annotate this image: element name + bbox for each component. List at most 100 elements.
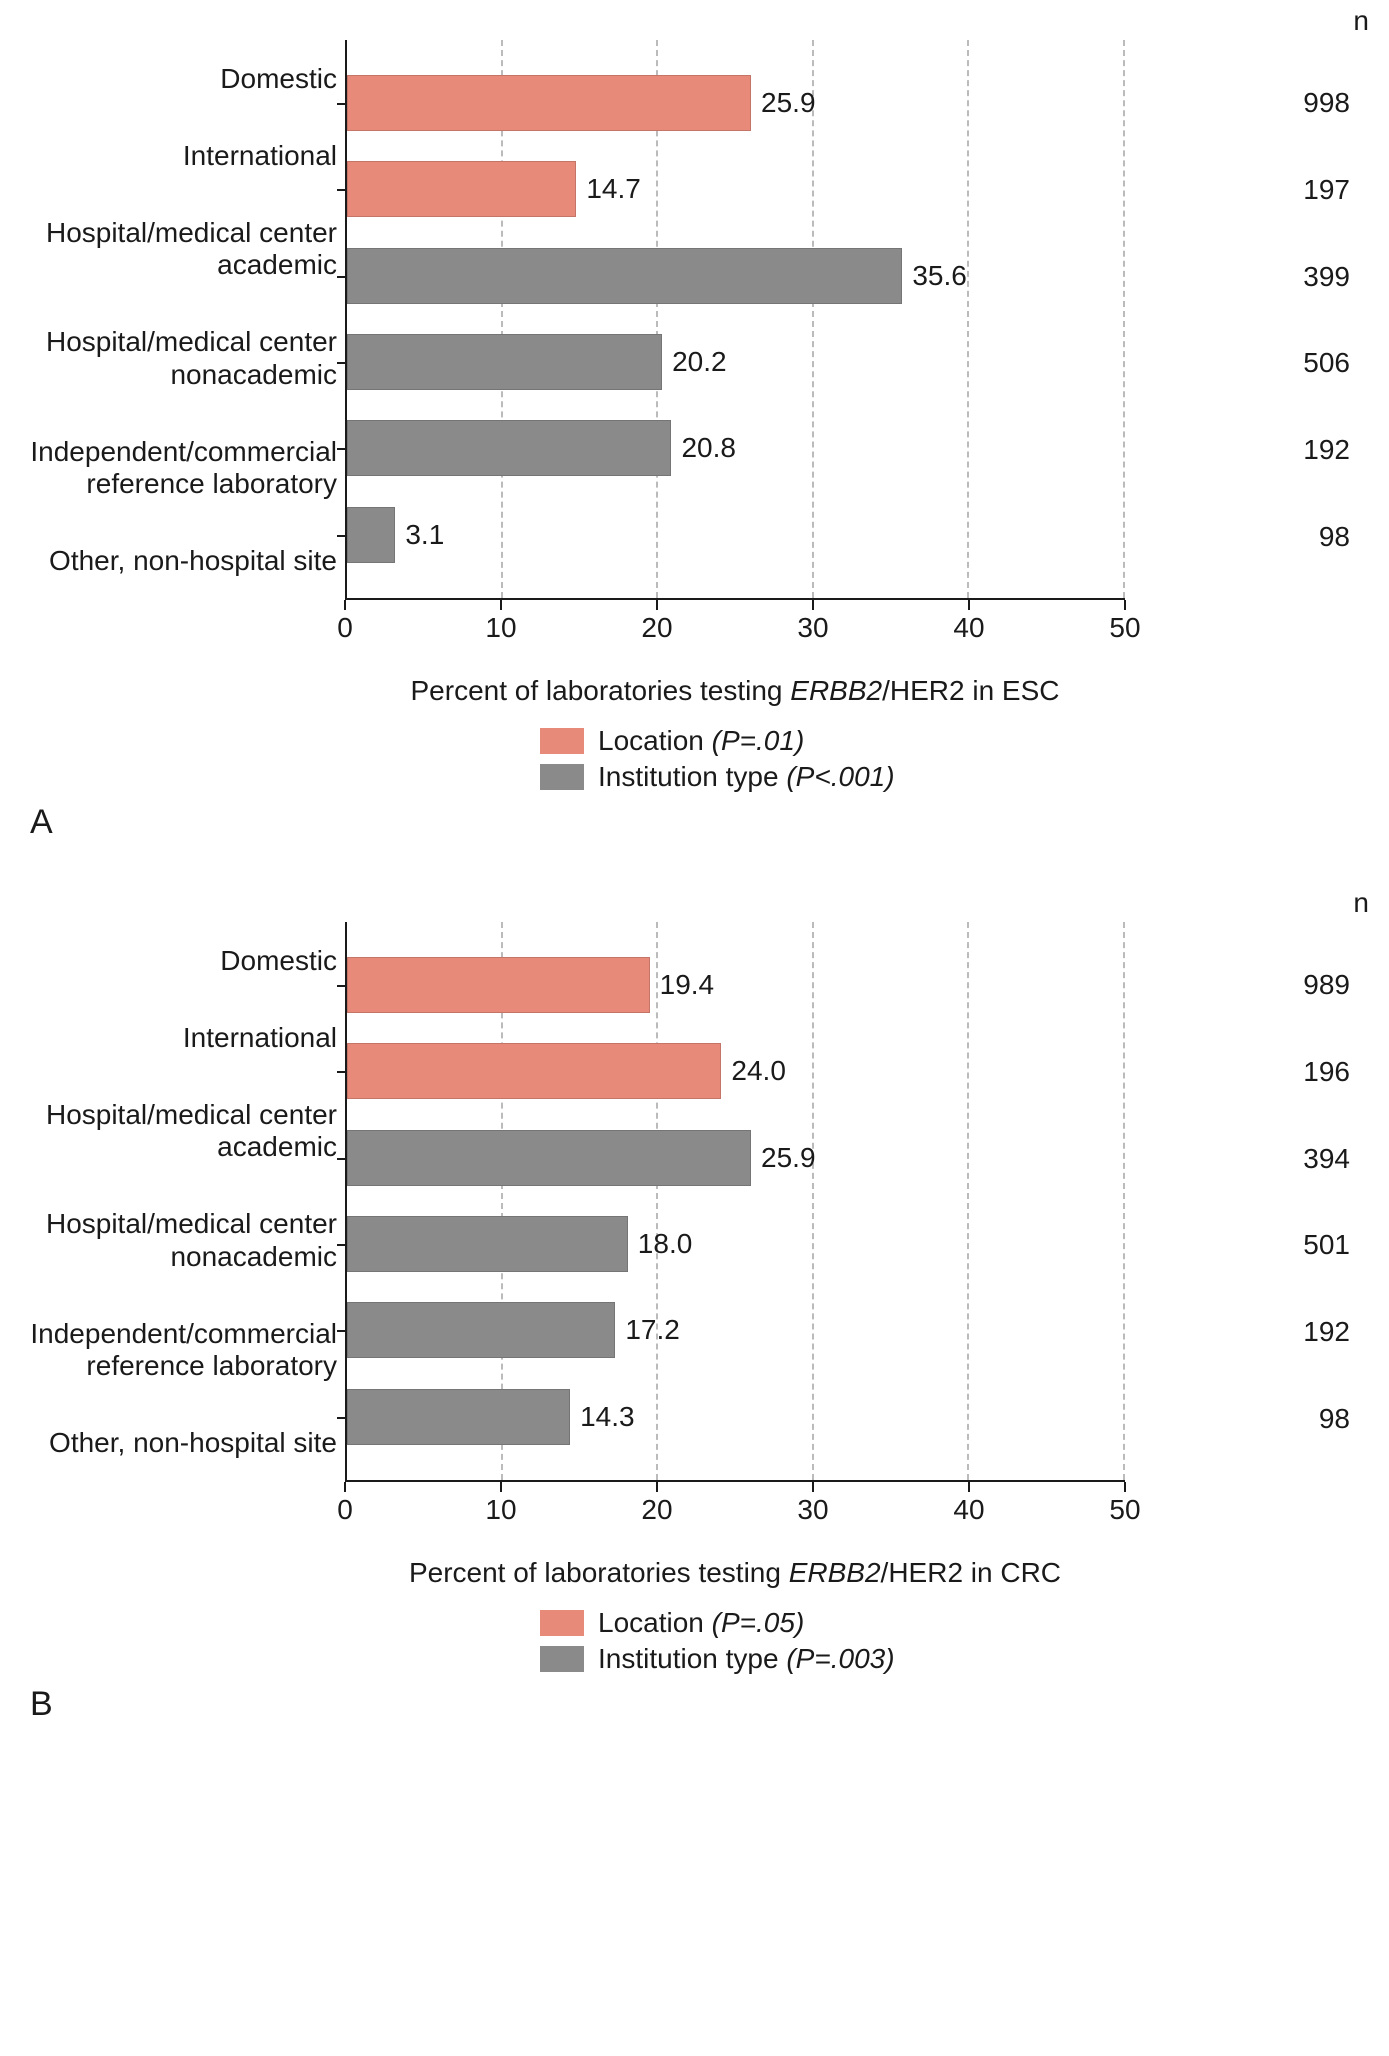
- plot-box: 19.4 24.0 25.9 18.0 17.2 14.3: [345, 922, 1125, 1482]
- legend-p-letter: P: [721, 1607, 740, 1638]
- category-label: Domestic: [20, 945, 337, 977]
- legend-label-location: Location: [598, 1607, 704, 1639]
- category-label: Hospital/medical center academic: [20, 217, 337, 281]
- bar-row: 3.1: [347, 507, 1125, 563]
- bar-value-label: 14.7: [586, 173, 641, 205]
- legend-p-value: =.01: [740, 725, 795, 756]
- x-axis: 01020304050: [345, 1482, 1125, 1552]
- bar-row: 35.6: [347, 248, 1125, 304]
- legend-p-institution: (P<.001): [786, 761, 894, 793]
- n-column: 989 196 394 501 192 98: [1125, 922, 1355, 1482]
- bar-value-label: 24.0: [731, 1055, 786, 1087]
- n-value: 197: [1125, 174, 1355, 206]
- n-value: 192: [1125, 434, 1355, 466]
- n-value: 501: [1125, 1229, 1355, 1261]
- bar-value-label: 35.6: [912, 260, 967, 292]
- x-tick-label: 20: [641, 612, 672, 644]
- x-tick-label: 10: [485, 612, 516, 644]
- legend-row-institution: Institution type (P=.003): [540, 1643, 1369, 1675]
- chart-area-b: DomesticInternationalHospital/medical ce…: [20, 922, 1369, 1482]
- x-tick-label: 30: [797, 1494, 828, 1526]
- legend: Location (P=.01) Institution type (P<.00…: [540, 725, 1369, 793]
- n-value: 399: [1125, 261, 1355, 293]
- category-label: Domestic: [20, 63, 337, 95]
- legend-label-location: Location: [598, 725, 704, 757]
- xlabel-prefix: Percent of laboratories testing: [409, 1557, 789, 1588]
- x-tick-label: 30: [797, 612, 828, 644]
- n-column-header: n: [1353, 5, 1369, 37]
- bar: [347, 1389, 570, 1445]
- x-axis-label: Percent of laboratories testing ERBB2/HE…: [345, 675, 1125, 707]
- plot-box: 25.9 14.7 35.6 20.2 20.8 3.1: [345, 40, 1125, 600]
- panel-letter: A: [30, 803, 1369, 842]
- n-value: 989: [1125, 969, 1355, 1001]
- x-tick-label: 40: [953, 1494, 984, 1526]
- bar-row: 14.7: [347, 161, 1125, 217]
- legend-swatch-location: [540, 1610, 584, 1636]
- bar-row: 18.0: [347, 1216, 1125, 1272]
- bar: [347, 1130, 751, 1186]
- bar-value-label: 20.2: [672, 346, 727, 378]
- bar-row: 24.0: [347, 1043, 1125, 1099]
- xlabel-suffix: /HER2 in CRC: [881, 1557, 1061, 1588]
- panel-letter: B: [30, 1685, 1369, 1724]
- bar-row: 19.4: [347, 957, 1125, 1013]
- bar-value-label: 3.1: [405, 519, 444, 551]
- n-value: 998: [1125, 87, 1355, 119]
- category-label: Other, non-hospital site: [20, 1427, 337, 1459]
- legend-p-letter: P: [796, 761, 815, 792]
- category-label: Independent/commercial reference laborat…: [20, 1318, 337, 1382]
- bar-value-label: 25.9: [761, 1142, 816, 1174]
- legend-p-value: =.05: [740, 1607, 795, 1638]
- legend-p-value: <.001: [814, 761, 885, 792]
- bars-container: 19.4 24.0 25.9 18.0 17.2 14.3: [347, 922, 1125, 1480]
- bar-row: 25.9: [347, 1130, 1125, 1186]
- legend-label-institution: Institution type: [598, 761, 779, 793]
- x-axis-label: Percent of laboratories testing ERBB2/HE…: [345, 1557, 1125, 1589]
- figure: n DomesticInternationalHospital/medical …: [20, 40, 1369, 1724]
- bar-value-label: 18.0: [638, 1228, 693, 1260]
- x-tick-label: 20: [641, 1494, 672, 1526]
- bar-row: 14.3: [347, 1389, 1125, 1445]
- bar: [347, 1302, 615, 1358]
- bar-row: 20.2: [347, 334, 1125, 390]
- category-label: Other, non-hospital site: [20, 545, 337, 577]
- bar-value-label: 20.8: [681, 432, 736, 464]
- category-label: Hospital/medical center nonacademic: [20, 1208, 337, 1272]
- bar: [347, 161, 576, 217]
- bar: [347, 248, 902, 304]
- y-category-labels: DomesticInternationalHospital/medical ce…: [20, 922, 345, 1482]
- legend-swatch-institution: [540, 1646, 584, 1672]
- bar-value-label: 14.3: [580, 1401, 635, 1433]
- category-label: Hospital/medical center academic: [20, 1099, 337, 1163]
- legend-p-location: (P=.01): [712, 725, 805, 757]
- legend-p-value: =.003: [814, 1643, 885, 1674]
- n-value: 196: [1125, 1056, 1355, 1088]
- category-label: International: [20, 140, 337, 172]
- n-value: 394: [1125, 1143, 1355, 1175]
- bar-value-label: 25.9: [761, 87, 816, 119]
- n-value: 98: [1125, 1403, 1355, 1435]
- bar: [347, 1216, 628, 1272]
- n-value: 192: [1125, 1316, 1355, 1348]
- legend-swatch-institution: [540, 764, 584, 790]
- x-tick-label: 50: [1109, 612, 1140, 644]
- x-tick-label: 50: [1109, 1494, 1140, 1526]
- bars-container: 25.9 14.7 35.6 20.2 20.8 3.1: [347, 40, 1125, 598]
- bar: [347, 1043, 721, 1099]
- legend-row-location: Location (P=.01): [540, 725, 1369, 757]
- legend-p-institution: (P=.003): [786, 1643, 894, 1675]
- bar-value-label: 17.2: [625, 1314, 680, 1346]
- bar: [347, 957, 650, 1013]
- bar: [347, 75, 751, 131]
- panel-a: n DomesticInternationalHospital/medical …: [20, 40, 1369, 842]
- legend-row-institution: Institution type (P<.001): [540, 761, 1369, 793]
- bar-value-label: 19.4: [660, 969, 715, 1001]
- bar: [347, 507, 395, 563]
- legend-p-letter: P: [796, 1643, 815, 1674]
- n-value: 98: [1125, 521, 1355, 553]
- bar-row: 20.8: [347, 420, 1125, 476]
- chart-area-a: Domestic International Hospital/medical ce…: [20, 40, 1369, 600]
- legend-swatch-location: [540, 728, 584, 754]
- panel-b: n DomesticInternationalHospital/medical …: [20, 922, 1369, 1724]
